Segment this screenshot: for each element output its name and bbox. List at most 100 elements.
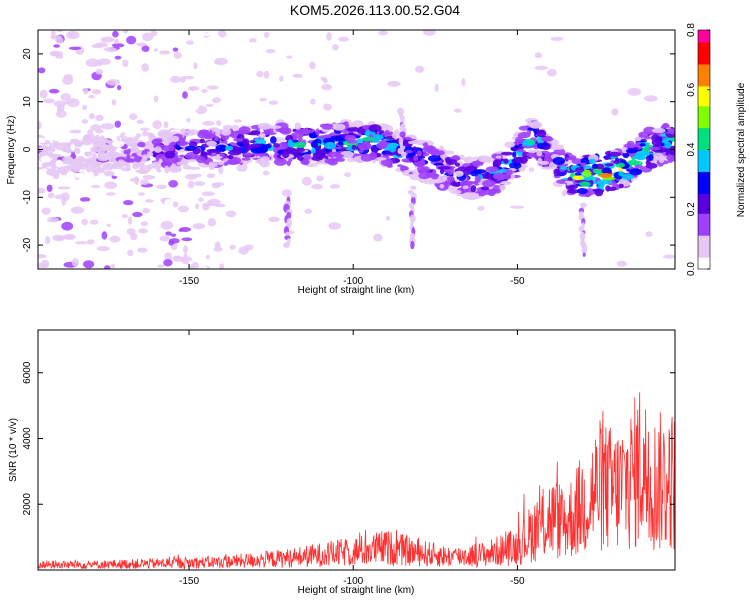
spectrogram-cell [123,30,128,34]
spectrogram-cell [48,143,54,149]
spectrogram-y-tick-label: -20 [22,237,33,252]
colorbar-step [698,245,710,248]
spectrogram-cell [95,114,104,122]
spectrogram-cell [153,95,159,103]
spectrogram-cell [537,61,549,66]
spectrogram-cell [112,170,121,177]
spectrogram-cell [259,133,266,139]
spectrogram-cell [104,181,118,190]
spectrogram-cell [181,237,193,242]
colorbar-step [698,51,710,55]
spectrogram-cell [658,155,665,164]
colorbar-tick-label: 0.2 [686,202,697,216]
spectrogram-cell [218,30,227,38]
spectrogram-cell [244,244,254,251]
spectrogram-cell [202,121,215,126]
spectrogram-cell [152,120,162,130]
spectrogram-cell [294,122,302,130]
spectrogram-cell [137,141,146,148]
colorbar-step [698,227,710,230]
spectrogram-cell [206,173,216,179]
spectrogram-cell [170,233,177,237]
spectrogram-cell [174,154,179,161]
spectrogram-cell [205,254,210,260]
spectrogram-cell [663,254,675,259]
spectrogram-cell [48,88,60,94]
spectrogram-cell [292,73,303,79]
spectrogram-cell [238,126,251,134]
spectrogram-cell [124,137,131,144]
colorbar-step [698,233,710,236]
spectrogram-cell [193,181,206,186]
spectrogram-cell [219,144,226,152]
spectrogram-cell [308,131,317,139]
spectrogram-cell [309,61,316,70]
spectrogram-cell [303,154,312,160]
colorbar-step [698,195,710,198]
spectrogram-cell [236,163,248,172]
spectrogram-cell [423,30,436,36]
spectrogram-x-tick-label: -50 [510,276,525,287]
colorbar-step [698,263,710,266]
spectrogram-cell [262,170,270,176]
spectrogram-cell [634,136,642,142]
spectrogram-cell [94,167,105,173]
spectrogram-cell [206,85,219,90]
spectrogram-cell [598,179,612,185]
spectrogram-cell [384,129,390,137]
spectrogram-cell [536,129,547,138]
spectrogram-cell [454,170,464,177]
spectrogram-cell [192,223,206,230]
spectrogram-cell [55,37,64,44]
spectrogram-cell [54,194,66,200]
colorbar-step [698,45,710,49]
colorbar-axis: 0.0 0.2 0.4 0.6 0.8 [686,23,710,276]
spectrogram-cell [473,169,487,174]
spectrogram-cell [254,146,269,154]
spectrogram-cell [68,46,82,50]
spectrogram-x-axis: -150 -100 -50 [179,30,525,287]
spectrogram-cell [124,158,136,163]
spectrogram-cell [464,156,474,164]
spectrogram-cell [380,124,394,133]
spectrogram-cell [279,75,284,82]
snr-x-tick-label: -50 [510,576,525,587]
spectrogram-cell [580,162,587,168]
spectrogram-cell [500,151,514,156]
spectrogram-cell [188,141,198,148]
spectrogram-cell [82,104,88,110]
spectrogram-cell [46,169,60,176]
spectrogram-cell [199,32,211,37]
spectrogram-cell [163,121,169,129]
spectrogram-cell [543,145,550,150]
spectrogram-cell [212,97,222,104]
colorbar-step [698,41,710,45]
spectrogram-cell [604,163,614,167]
colorbar-step [698,30,710,33]
spectrogram-cell [643,126,656,135]
spectrogram-cell [101,231,108,240]
spectrogram-cell [190,261,199,269]
spectrogram-cell [168,165,182,173]
spectrogram-cell [111,99,117,106]
colorbar-step [698,93,710,97]
spectrogram-cell [368,124,382,133]
spectrogram-y-label: Frequency (Hz) [6,116,17,185]
colorbar-step [698,185,710,188]
snr-y-tick-label: 4000 [22,427,33,450]
spectrogram-cell [171,135,180,143]
spectrogram-cell [198,197,204,203]
colorbar-step [698,49,710,53]
spectrogram-cell [439,168,445,175]
spectrogram-cell [123,149,131,155]
spectrogram-cell [579,181,591,187]
spectrogram-cell [304,208,312,214]
spectrogram-cell [192,173,203,178]
spectrogram-cell [158,50,171,55]
spectrogram-cell [213,246,223,252]
colorbar-step [698,211,710,214]
spectrogram-cell [514,145,519,149]
colorbar-step [698,111,710,115]
colorbar-step [698,139,710,143]
spectrogram-cell [500,180,511,185]
